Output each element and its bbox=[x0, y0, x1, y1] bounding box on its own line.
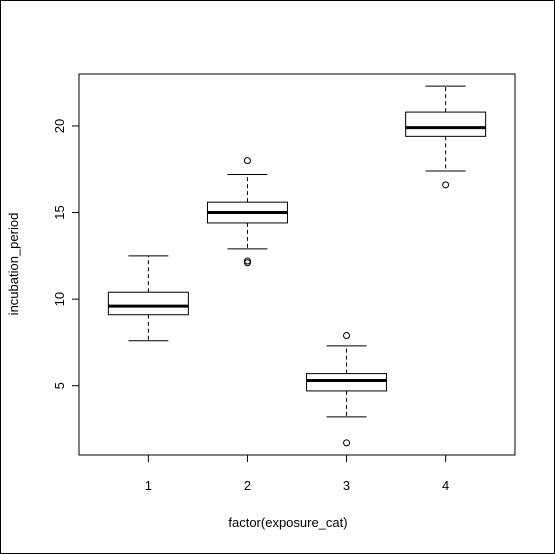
x-tick-label: 4 bbox=[442, 478, 449, 493]
outlier-point bbox=[442, 181, 450, 189]
box-iqr bbox=[405, 111, 487, 137]
y-axis: 5 10 15 20 bbox=[52, 119, 80, 389]
x-tick-label: 3 bbox=[343, 478, 350, 493]
y-axis-title: incubation_period bbox=[6, 213, 21, 316]
x-tick-label: 1 bbox=[145, 478, 152, 493]
x-axis-title: factor(exposure_cat) bbox=[228, 515, 347, 530]
y-tick-label: 20 bbox=[52, 119, 67, 133]
box-category-4 bbox=[405, 85, 487, 189]
outlier-point bbox=[243, 157, 251, 165]
outlier-point bbox=[343, 439, 351, 447]
x-tick-label: 2 bbox=[244, 478, 251, 493]
box-category-1 bbox=[107, 255, 189, 342]
box-iqr bbox=[306, 373, 388, 392]
y-tick-label: 15 bbox=[52, 205, 67, 219]
outlier-point bbox=[343, 332, 351, 340]
box-iqr bbox=[107, 291, 189, 316]
box-category-3 bbox=[306, 332, 388, 447]
y-tick-label: 5 bbox=[52, 382, 67, 389]
boxes-layer bbox=[107, 85, 487, 447]
box-category-2 bbox=[206, 157, 288, 267]
y-tick-label: 10 bbox=[52, 292, 67, 306]
x-axis: 1 2 3 4 bbox=[145, 454, 449, 493]
outlier-point bbox=[243, 257, 251, 265]
